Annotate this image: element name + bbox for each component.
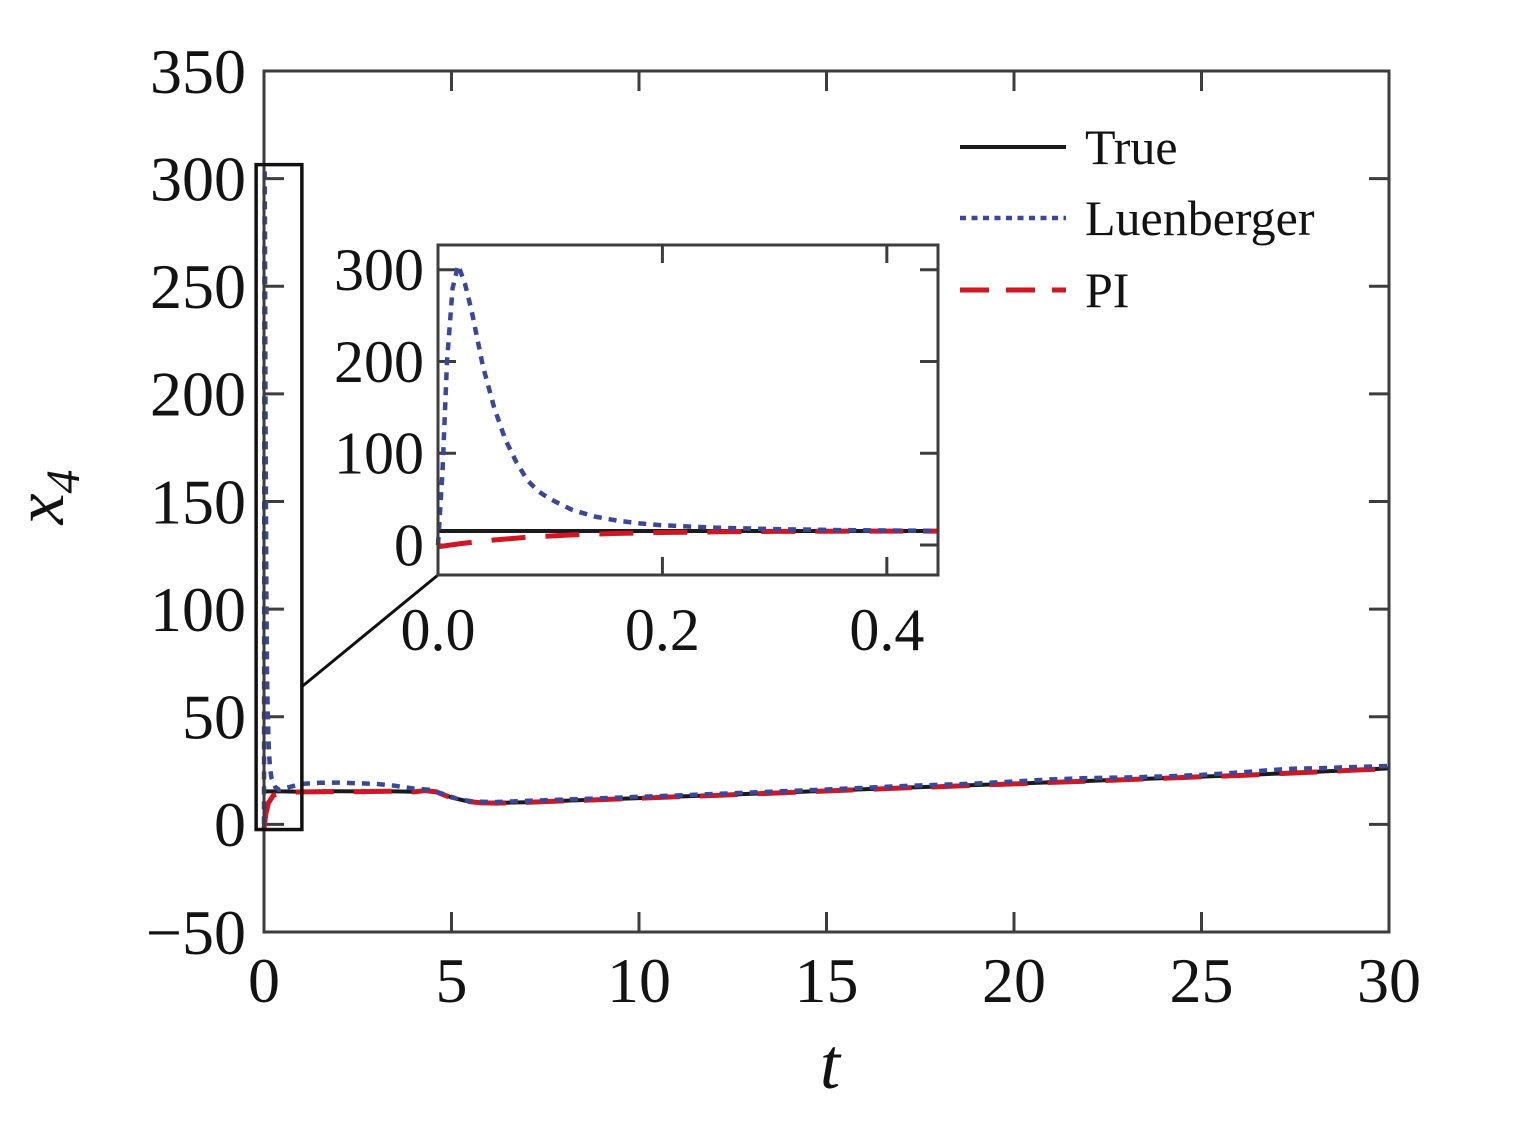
y-axis-label: x4 (2, 469, 90, 525)
inset-tick-labels: 0.0 0.2 0.4 0 100 200 300 (334, 237, 924, 663)
y-tick-label: 200 (150, 359, 246, 430)
legend-item-true: True (960, 119, 1178, 175)
y-tick-label: −50 (146, 897, 246, 968)
x-tick-label: 15 (795, 945, 859, 1016)
y-tick-label: 250 (150, 251, 246, 322)
x-tick-label: 0.0 (401, 597, 476, 663)
y-tick-label: 0 (394, 512, 424, 578)
legend-label: True (1085, 119, 1178, 175)
y-tick-label: 200 (334, 329, 424, 395)
x-tick-label: 20 (982, 945, 1046, 1016)
inset-plot-frame (436, 243, 940, 577)
x-tick-label: 0.2 (625, 597, 700, 663)
x-tick-label: 5 (436, 945, 468, 1016)
y-tick-label: 100 (150, 574, 246, 645)
luenberger-curve (261, 165, 1390, 825)
y-tick-label: 300 (150, 143, 246, 214)
legend-item-pi: PI (960, 262, 1129, 318)
main-curves (261, 165, 1390, 830)
x-tick-label: 10 (607, 945, 671, 1016)
y-axis-label-base: x (2, 493, 79, 525)
x-tick-label: 30 (1357, 945, 1421, 1016)
zoom-region-box (254, 162, 304, 832)
inset-zoom-plot: 0.0 0.2 0.4 0 100 200 300 (334, 237, 940, 663)
legend-label: Luenberger (1085, 190, 1315, 246)
legend-item-luenberger: Luenberger (960, 190, 1315, 246)
x-tick-label: 0.4 (849, 597, 924, 663)
y-axis-label-subscript: 4 (37, 469, 90, 493)
x-tick-label: 25 (1170, 945, 1234, 1016)
inset-curves (435, 262, 938, 550)
y-tick-label: 50 (182, 682, 246, 753)
y-tick-label: 150 (150, 466, 246, 537)
y-tick-label: 100 (334, 421, 424, 487)
zoom-connector-line (300, 573, 439, 688)
y-tick-label: 350 (150, 36, 246, 107)
legend: True Luenberger PI (960, 119, 1315, 318)
y-tick-label: 0 (214, 789, 246, 860)
x-axis-label: t (820, 1024, 842, 1104)
y-tick-label: 300 (334, 237, 424, 303)
x-tick-label: 0 (248, 945, 280, 1016)
luenberger-curve (435, 262, 938, 546)
legend-label: PI (1085, 262, 1129, 318)
main-plot-frame (262, 69, 1391, 934)
